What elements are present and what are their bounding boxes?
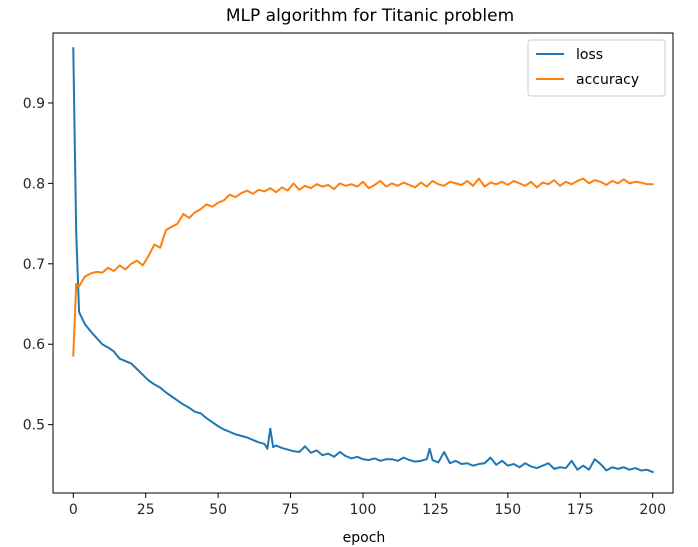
series-line-loss [72, 47, 655, 474]
axes-layer: 0 25 50 75 100 125 150 175 200 0.5 0.6 0.7 0.8 0.9 [23, 32, 674, 518]
legend: loss accuracy [527, 39, 666, 97]
y-tick-label: 0.7 [23, 257, 45, 273]
x-tick-label: 0 [69, 502, 78, 518]
x-tick-label: 125 [422, 502, 449, 518]
chart-title: MLP algorithm for Titanic problem [226, 6, 514, 26]
x-tick-label: 75 [282, 502, 300, 518]
y-tick-label: 0.8 [23, 176, 45, 192]
x-tick-label: 50 [209, 502, 227, 518]
x-tick-label: 150 [494, 502, 521, 518]
x-tick-label: 175 [567, 502, 594, 518]
x-tick-label: 25 [137, 502, 155, 518]
x-axis-label: epoch [343, 530, 386, 546]
x-tick-label: 100 [350, 502, 377, 518]
x-tick-label: 200 [639, 502, 666, 518]
series-line-accuracy [72, 177, 654, 357]
legend-label-loss: loss [576, 47, 603, 63]
y-tick-label: 0.5 [23, 418, 45, 434]
y-tick-label: 0.6 [23, 337, 45, 353]
lines-layer [72, 47, 655, 474]
y-tick-label: 0.9 [23, 96, 45, 112]
legend-label-accuracy: accuracy [576, 72, 639, 88]
